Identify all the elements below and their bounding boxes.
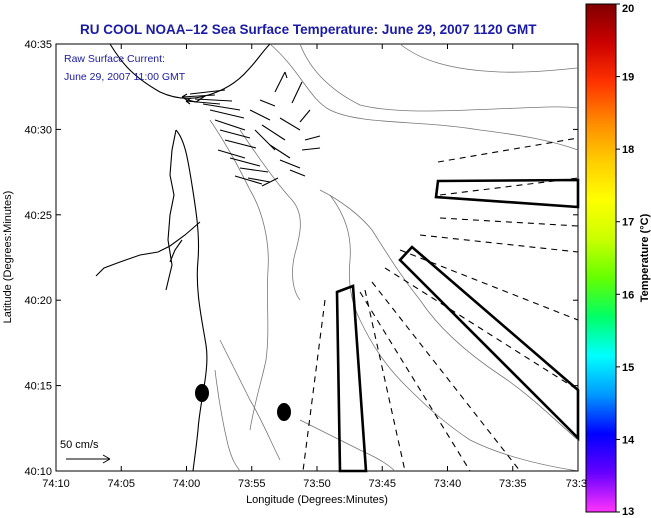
inset-title: Raw Surface Current: — [64, 53, 165, 65]
x-tick-label: 74:00 — [173, 478, 201, 490]
inset-legend: Raw Surface Current: June 29, 2007 11:00… — [64, 53, 186, 83]
y-tick-label: 40:15 — [24, 381, 52, 393]
colorbar-tick-label: 18 — [622, 144, 634, 156]
colorbar-tick-label: 13 — [622, 506, 634, 518]
colorbar-tick-label: 16 — [622, 289, 634, 301]
colorbar-gradient — [585, 3, 617, 513]
plot-area — [55, 43, 579, 472]
colorbar: 20 19 18 17 16 15 14 13 Temperature (°C) — [585, 3, 651, 518]
colorbar-tick-label: 14 — [622, 434, 635, 446]
x-tick-label: 73:40 — [434, 478, 462, 490]
y-axis-ticks: 40:35 40:30 40:25 40:20 40:15 40:10 — [24, 39, 578, 478]
scale-label: 50 cm/s — [60, 439, 99, 451]
colorbar-tick-label: 17 — [622, 217, 634, 229]
colorbar-tick-label: 15 — [622, 362, 634, 374]
marker-dot — [195, 384, 209, 402]
bathymetry-contours — [209, 43, 579, 472]
x-tick-label: 73:55 — [238, 478, 266, 490]
current-vectors — [181, 71, 321, 187]
colorbar-ticks: 20 19 18 17 16 15 14 13 — [616, 3, 635, 518]
y-tick-label: 40:25 — [24, 210, 52, 222]
y-tick-label: 40:20 — [24, 295, 52, 307]
colorbar-label: Temperature (°C) — [639, 213, 651, 302]
scale-arrow-icon — [66, 454, 111, 464]
x-axis-label: Longitude (Degrees:Minutes) — [246, 494, 388, 506]
x-tick-label: 73:45 — [368, 478, 396, 490]
figure-title: RU COOL NOAA–12 Sea Surface Temperature:… — [80, 22, 537, 37]
x-tick-label: 73:3 — [566, 478, 587, 490]
marker-dot — [277, 403, 291, 421]
y-tick-label: 40:35 — [24, 39, 52, 51]
scale-arrow: 50 cm/s — [60, 439, 111, 464]
colorbar-tick-label: 20 — [622, 3, 634, 15]
colorbar-tick-label: 19 — [622, 72, 634, 84]
map-panel: Raw Surface Current: June 29, 2007 11:00… — [2, 39, 587, 506]
x-tick-label: 73:50 — [303, 478, 331, 490]
inset-time: June 29, 2007 11:00 GMT — [64, 71, 186, 83]
y-tick-label: 40:10 — [24, 466, 52, 478]
coastline — [95, 43, 271, 472]
y-axis-label: Latitude (Degrees:Minutes) — [2, 191, 14, 324]
station-markers — [195, 384, 291, 421]
x-tick-label: 74:10 — [42, 478, 70, 490]
x-tick-label: 73:35 — [499, 478, 527, 490]
x-tick-label: 74:05 — [107, 478, 135, 490]
y-tick-label: 40:30 — [24, 124, 52, 136]
x-axis-ticks: 74:10 74:05 74:00 73:55 73:50 73:45 73:40 73:35… — [42, 44, 587, 490]
hf-radar-sectors — [302, 137, 580, 473]
